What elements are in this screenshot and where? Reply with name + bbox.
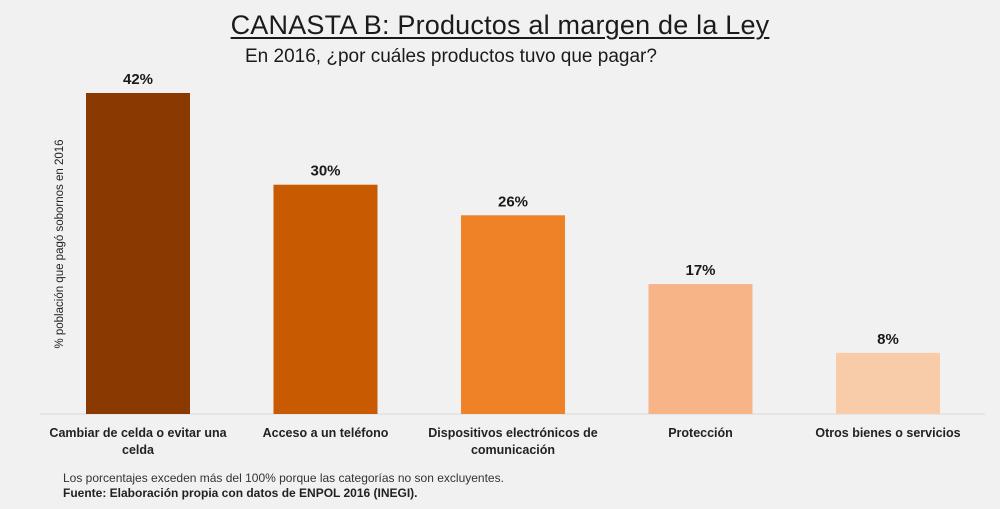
data-label: 42% xyxy=(123,71,153,88)
source-note: Fuente: Elaboración propia con datos de … xyxy=(63,486,418,500)
footnote: Los porcentajes exceden más del 100% por… xyxy=(63,471,504,485)
x-tick-label: Acceso a un teléfono xyxy=(262,426,389,440)
chart-subtitle: En 2016, ¿por cuáles productos tuvo que … xyxy=(245,46,657,67)
data-label: 26% xyxy=(498,193,528,210)
x-tick-label: Otros bienes o servicios xyxy=(815,426,961,440)
data-label: 30% xyxy=(310,163,340,180)
data-label: 8% xyxy=(877,331,899,348)
bar xyxy=(86,93,190,414)
x-tick-label: Cambiar de celda o evitar una celda xyxy=(49,426,227,457)
bar xyxy=(461,215,565,414)
bar xyxy=(273,184,378,414)
chart-title-text: CANASTA B: Productos al margen de la Ley xyxy=(230,10,770,40)
bar xyxy=(648,284,753,414)
x-tick-label: Protección xyxy=(668,426,733,440)
chart-title: CANASTA B: Productos al margen de la Ley xyxy=(0,10,1000,41)
x-tick-label: Dispositivos electrónicos de comunicació… xyxy=(428,426,598,457)
data-label: 17% xyxy=(685,262,715,279)
bar xyxy=(836,352,940,414)
